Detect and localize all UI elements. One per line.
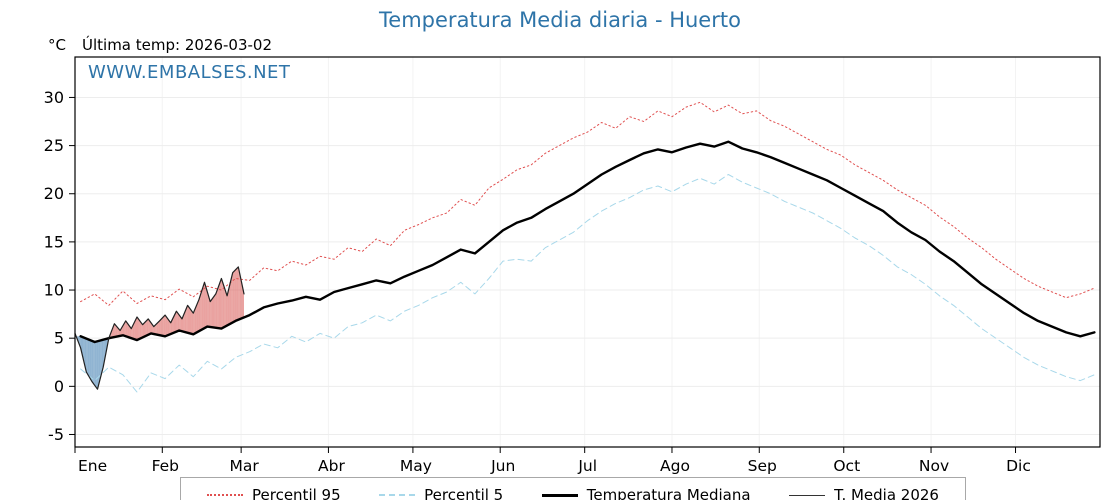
svg-text:Nov: Nov bbox=[919, 457, 949, 475]
legend-item-tmedia-2026: T. Media 2026 bbox=[789, 486, 939, 500]
last-temp-label: Última temp: 2026-03-02 bbox=[82, 36, 273, 54]
legend-item-mediana: Temperatura Mediana bbox=[541, 486, 751, 500]
svg-text:May: May bbox=[400, 457, 432, 475]
svg-text:Sep: Sep bbox=[748, 457, 777, 475]
legend-label-mediana: Temperatura Mediana bbox=[586, 486, 751, 500]
svg-text:Feb: Feb bbox=[152, 457, 179, 475]
legend-label-percentil-95: Percentil 95 bbox=[252, 486, 341, 500]
svg-text:Oct: Oct bbox=[833, 457, 860, 475]
chart-title: Temperatura Media diaria - Huerto bbox=[379, 8, 741, 32]
svg-text:Jul: Jul bbox=[577, 457, 597, 475]
svg-text:25: 25 bbox=[44, 136, 64, 155]
percentil95-line-swatch bbox=[207, 494, 243, 496]
watermark-text: WWW.EMBALSES.NET bbox=[88, 62, 291, 83]
svg-text:30: 30 bbox=[44, 88, 64, 107]
legend: Percentil 95 Percentil 5 Temperatura Med… bbox=[180, 477, 966, 500]
legend-item-percentil-95: Percentil 95 bbox=[207, 486, 341, 500]
svg-text:15: 15 bbox=[44, 232, 64, 251]
legend-label-tmedia-2026: T. Media 2026 bbox=[834, 486, 939, 500]
legend-label-percentil-5: Percentil 5 bbox=[424, 486, 504, 500]
svg-text:Ene: Ene bbox=[78, 457, 107, 475]
svg-text:Mar: Mar bbox=[230, 457, 260, 475]
svg-text:20: 20 bbox=[44, 184, 64, 203]
svg-text:5: 5 bbox=[54, 329, 64, 348]
y-axis-unit-label: °C bbox=[48, 36, 66, 54]
svg-text:Abr: Abr bbox=[318, 457, 345, 475]
svg-text:Ago: Ago bbox=[660, 457, 690, 475]
legend-item-percentil-5: Percentil 5 bbox=[379, 486, 503, 500]
mediana-line-swatch bbox=[541, 493, 578, 497]
tmedia2026-line-swatch bbox=[789, 494, 826, 496]
percentil5-line-swatch bbox=[379, 494, 416, 496]
svg-text:-5: -5 bbox=[48, 425, 64, 444]
svg-text:10: 10 bbox=[44, 281, 64, 300]
svg-text:Jun: Jun bbox=[490, 457, 515, 475]
svg-text:Dic: Dic bbox=[1006, 457, 1031, 475]
svg-text:0: 0 bbox=[54, 377, 64, 396]
